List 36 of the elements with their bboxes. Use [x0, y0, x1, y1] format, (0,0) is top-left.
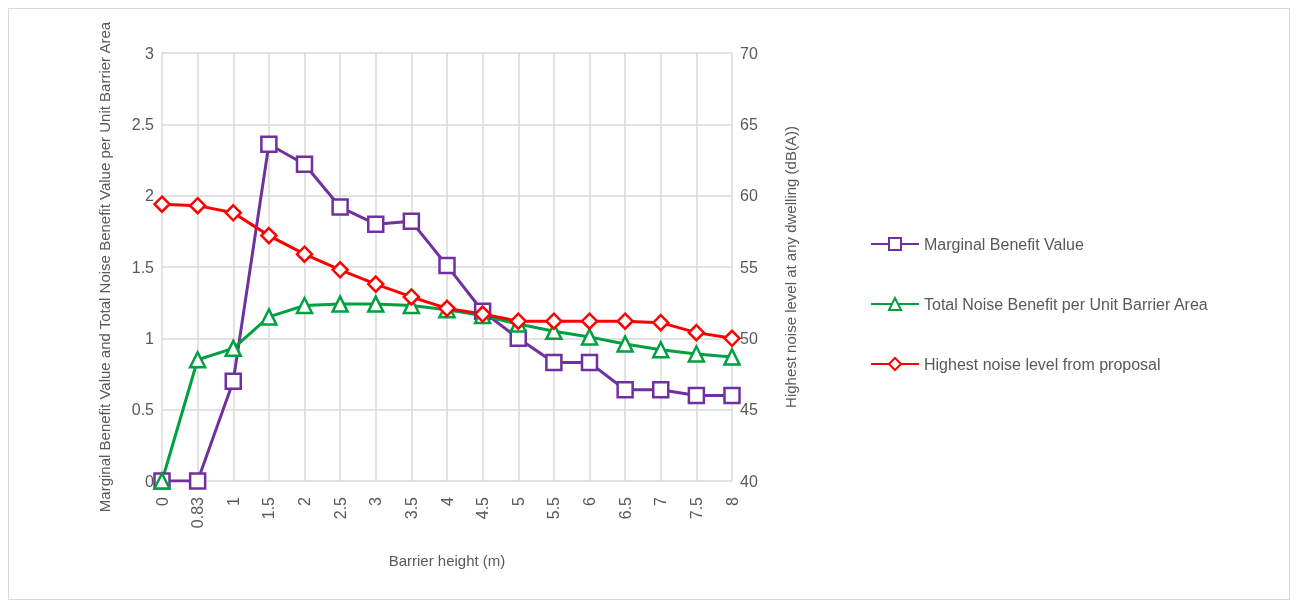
x-tick-label: 2.5 — [331, 496, 349, 520]
x-axis-title: Barrier height (m) — [388, 552, 506, 569]
y-tick-label: 0.5 — [131, 401, 155, 419]
x-tick-label: 1 — [224, 496, 242, 506]
y2-tick-label: 55 — [740, 258, 758, 276]
y2-tick-label: 40 — [740, 472, 758, 490]
x-tick-label: 6 — [581, 496, 598, 506]
y2-tick-label: 45 — [740, 401, 758, 419]
legend-label: Highest noise level from proposal — [924, 355, 1161, 373]
x-tick-label: 4.5 — [474, 496, 492, 520]
x-tick-label: 5.5 — [545, 496, 563, 520]
y2-tick-label: 70 — [740, 44, 758, 62]
y2-tick-label: 50 — [740, 329, 758, 347]
x-tick-label: 6.5 — [616, 496, 634, 520]
x-tick-label: 1.5 — [260, 496, 278, 520]
x-tick-label: 4 — [438, 496, 456, 506]
x-tick-label: 3.5 — [402, 496, 420, 520]
y-axis-title: Marginal Benefit Value and Total Noise Benefit Value per Unit Barrier Area — [95, 21, 113, 513]
legend-label: Marginal Benefit Value — [924, 235, 1084, 253]
y-tick-label: 2 — [145, 187, 155, 205]
x-tick-label: 2 — [296, 496, 313, 506]
y-tick-label: 2.5 — [131, 115, 155, 133]
x-tick-label: 5 — [509, 496, 527, 506]
x-tick-label: 0.83 — [189, 496, 207, 529]
x-tick-label: 0 — [153, 496, 171, 506]
y-tick-label: 3 — [145, 44, 155, 62]
x-tick-label: 8 — [723, 496, 741, 506]
y2-axis-title: Highest noise level at any dwelling (dB(A)) — [781, 126, 799, 408]
x-tick-label: 3 — [367, 496, 385, 506]
x-tick-label: 7.5 — [687, 496, 705, 520]
y2-tick-label: 65 — [740, 115, 758, 133]
y2-tick-label: 60 — [740, 187, 758, 205]
y-tick-label: 1 — [145, 329, 155, 347]
x-tick-label: 7 — [652, 496, 670, 506]
y-tick-label: 1.5 — [131, 258, 155, 276]
legend-label: Total Noise Benefit per Unit Barrier Area — [924, 295, 1208, 313]
